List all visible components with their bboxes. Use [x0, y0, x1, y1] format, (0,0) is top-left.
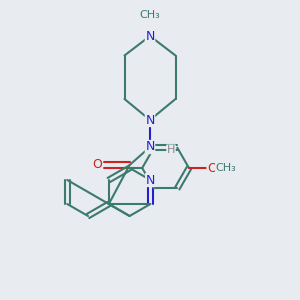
Text: CH₃: CH₃: [140, 10, 160, 20]
Text: O: O: [93, 158, 102, 172]
Text: CH₃: CH₃: [215, 163, 236, 173]
Text: N: N: [146, 173, 155, 187]
Text: N: N: [145, 29, 155, 43]
Text: O: O: [207, 161, 217, 175]
Text: N: N: [145, 113, 155, 127]
Text: H: H: [167, 145, 175, 155]
Text: N: N: [145, 140, 155, 154]
